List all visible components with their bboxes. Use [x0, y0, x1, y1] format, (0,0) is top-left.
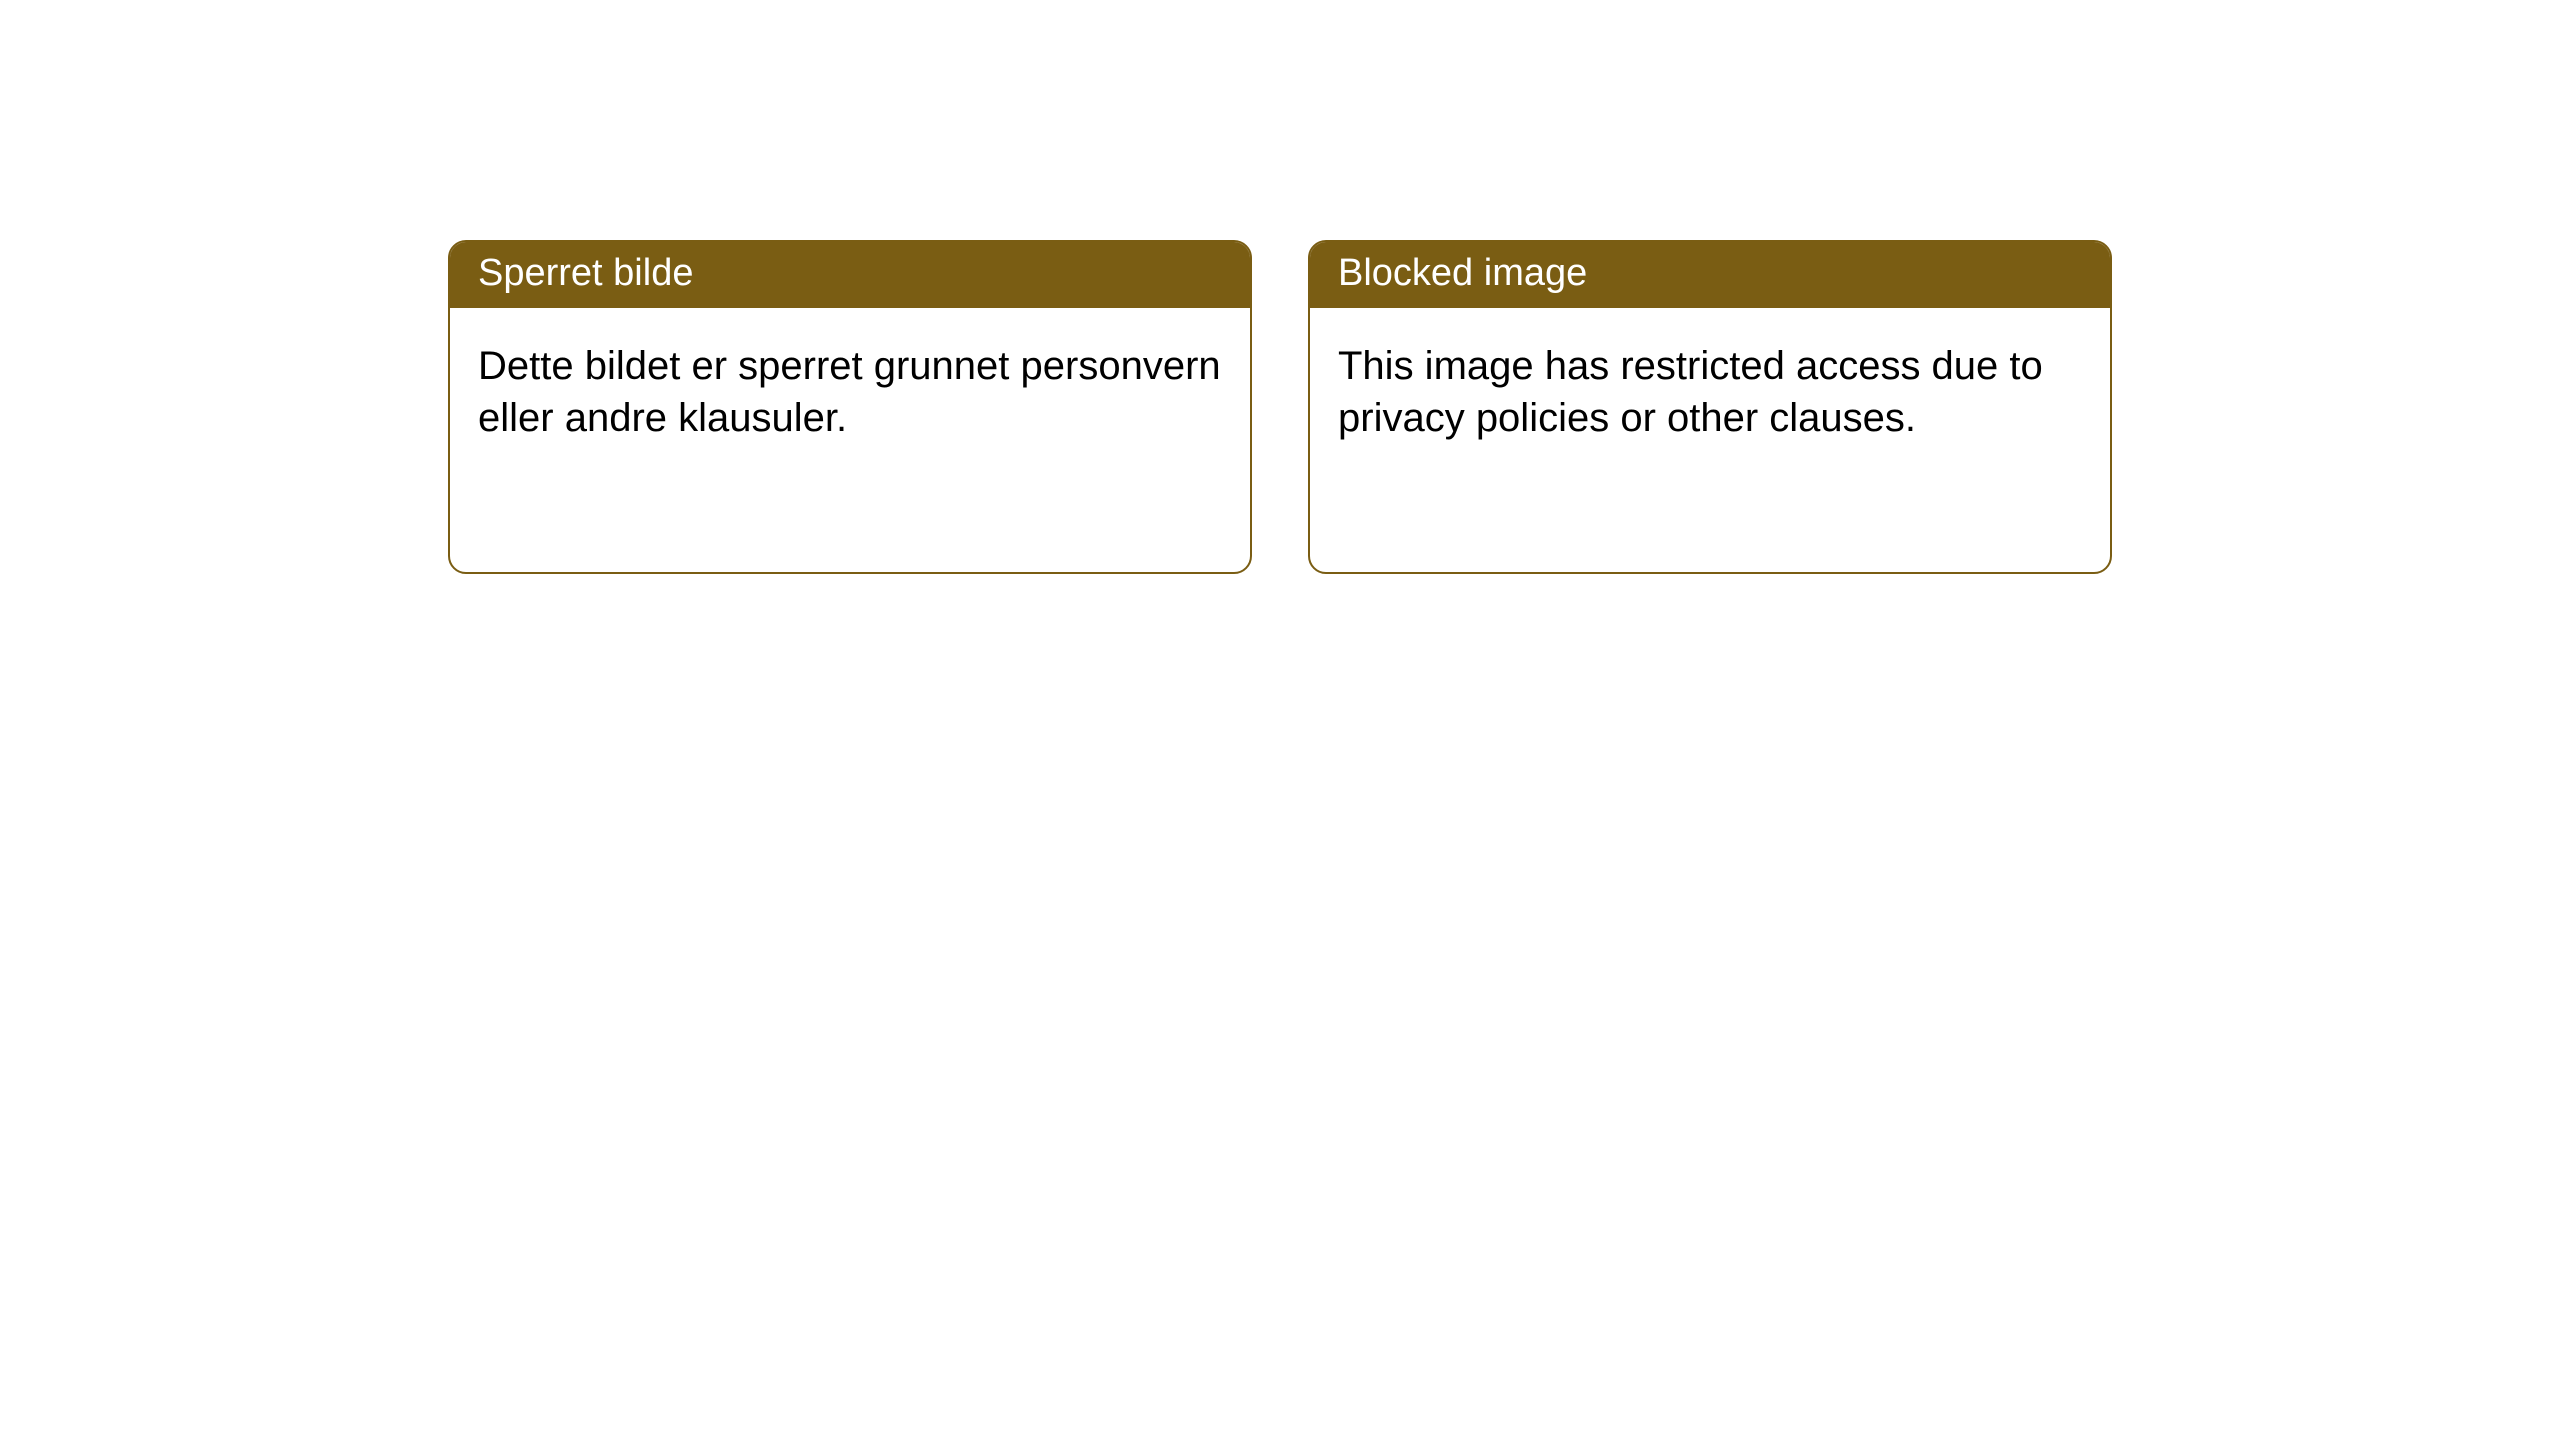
card-body-norwegian: Dette bildet er sperret grunnet personve…: [450, 308, 1250, 476]
card-text-norwegian: Dette bildet er sperret grunnet personve…: [478, 344, 1221, 440]
card-title-norwegian: Sperret bilde: [478, 252, 693, 294]
card-body-english: This image has restricted access due to …: [1310, 308, 2110, 476]
notice-card-container: Sperret bilde Dette bildet er sperret gr…: [448, 240, 2112, 574]
notice-card-english: Blocked image This image has restricted …: [1308, 240, 2112, 574]
notice-card-norwegian: Sperret bilde Dette bildet er sperret gr…: [448, 240, 1252, 574]
card-header-english: Blocked image: [1310, 242, 2110, 308]
card-header-norwegian: Sperret bilde: [450, 242, 1250, 308]
card-text-english: This image has restricted access due to …: [1338, 344, 2043, 440]
card-title-english: Blocked image: [1338, 252, 1587, 294]
